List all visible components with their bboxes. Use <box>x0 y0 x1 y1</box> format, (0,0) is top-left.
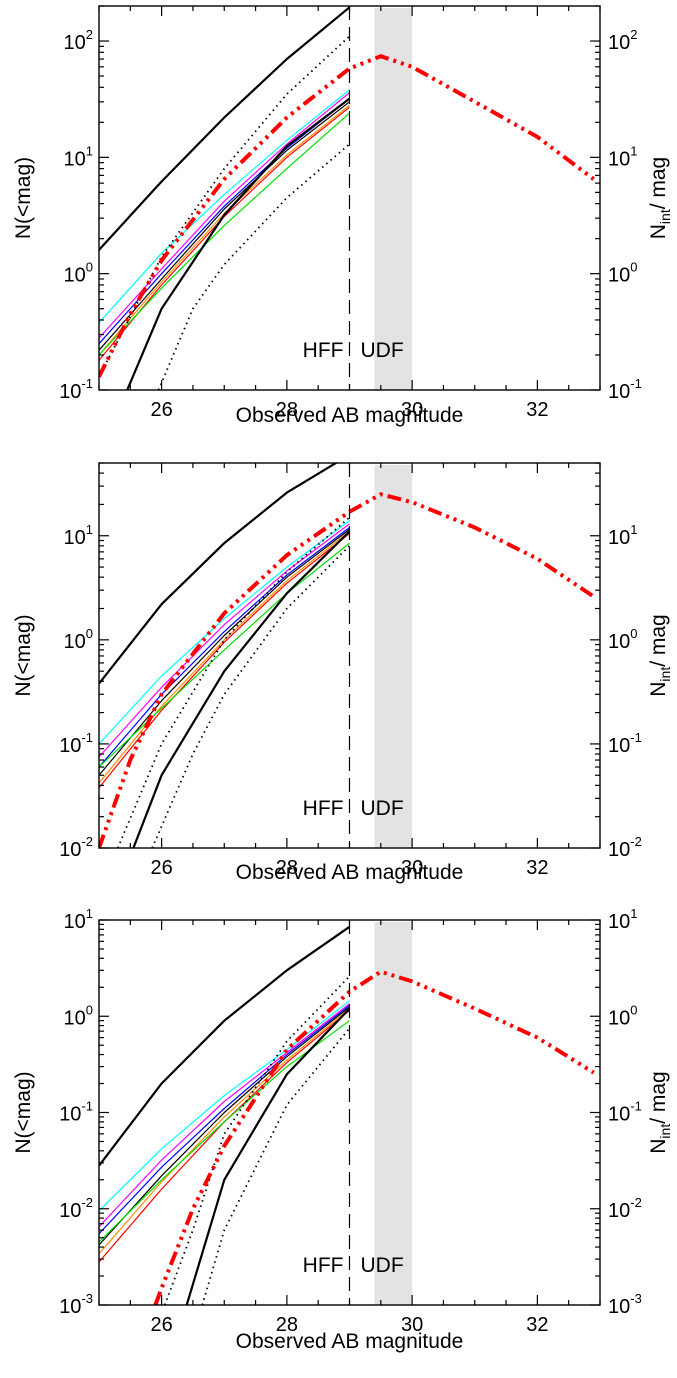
y-axis-label-right: Nint/ mag <box>647 1071 673 1154</box>
udf-label: UDF <box>361 1254 404 1277</box>
y-axis-label-right: Nint/ mag <box>647 614 673 697</box>
y-tick-label-right: 10-2 <box>608 834 642 861</box>
x-tick-label: 30 <box>401 1314 423 1336</box>
udf-band <box>374 8 413 390</box>
bound-dotted-line <box>201 1027 351 1305</box>
y-tick-label-left: 10-1 <box>59 1099 93 1126</box>
total-counts-line <box>99 492 595 848</box>
x-tick-label: 32 <box>526 1314 548 1336</box>
bound-line <box>126 97 351 390</box>
model-line <box>99 89 350 324</box>
y-tick-label-right: 100 <box>608 626 637 653</box>
udf-label: UDF <box>361 797 404 820</box>
y-tick-label-right: 100 <box>608 260 637 287</box>
y-tick-label-right: 10-1 <box>608 1099 642 1126</box>
udf-label: UDF <box>361 339 404 362</box>
x-tick-label: 26 <box>151 857 173 879</box>
y-tick-label-right: 100 <box>608 1002 637 1029</box>
model-line <box>99 101 350 351</box>
plot-area <box>99 463 595 848</box>
model-line <box>99 104 350 356</box>
hff-label: HFF <box>303 1254 344 1277</box>
bound-line <box>99 463 339 685</box>
model-line <box>99 542 350 768</box>
y-tick-label-left: 101 <box>64 522 93 549</box>
model-line <box>99 527 350 768</box>
x-axis-label: Observed AB magnitude <box>236 404 464 427</box>
y-tick-label-right: 101 <box>608 143 637 170</box>
bound-line <box>132 530 351 848</box>
y-tick-label-left: 10-3 <box>59 1291 93 1318</box>
y-tick-label-left: 10-1 <box>59 730 93 757</box>
x-tick-label: 26 <box>151 399 173 421</box>
x-tick-label: 32 <box>526 399 548 421</box>
y-axis-label-left: N(<mag) <box>12 157 35 239</box>
model-line <box>99 533 350 789</box>
model-line <box>99 1004 350 1235</box>
x-tick-label: 28 <box>276 857 298 879</box>
model-line <box>99 520 350 745</box>
y-tick-label-right: 101 <box>608 906 637 933</box>
y-tick-label-left: 10-2 <box>59 834 93 861</box>
bound-dotted-line <box>99 35 351 378</box>
y-tick-label-left: 10-2 <box>59 1195 93 1222</box>
x-tick-label: 30 <box>401 399 423 421</box>
x-tick-label: 26 <box>151 1314 173 1336</box>
y-tick-label-left: 101 <box>64 906 93 933</box>
x-axis-label: Observed AB magnitude <box>236 861 464 884</box>
y-tick-label-left: 101 <box>64 143 93 170</box>
plot-area <box>99 925 595 1305</box>
model-line <box>99 92 350 339</box>
bound-line <box>99 6 351 251</box>
model-line <box>99 528 350 776</box>
y-tick-label-left: 100 <box>64 1002 93 1029</box>
y-tick-label-left: 100 <box>64 626 93 653</box>
udf-band <box>374 922 413 1305</box>
y-axis-label-left: N(<mag) <box>12 614 35 696</box>
model-line <box>99 106 350 361</box>
total-counts-line <box>99 54 595 378</box>
y-axis-label-left: N(<mag) <box>12 1071 35 1153</box>
x-tick-label: 30 <box>401 857 423 879</box>
y-axis-label-right: Nint/ mag <box>647 157 673 240</box>
panel-top: HFF UDF 26 28 30 32 10-1 10-1 100 100 101 101 102 102… <box>12 5 673 427</box>
hff-label: HFF <box>303 797 344 820</box>
panel-bottom: HFF UDF 26 28 30 32 10-3 10-3 10-2 10-2 10-1 10-1 10… <box>12 906 673 1353</box>
y-tick-label-right: 101 <box>608 522 637 549</box>
y-tick-label-left: 10-1 <box>59 376 93 403</box>
model-line <box>99 1008 350 1255</box>
bound-line <box>185 1007 351 1305</box>
plot-area <box>99 6 595 390</box>
y-tick-label-left: 100 <box>64 260 93 287</box>
panel-middle: HFF UDF 26 28 30 32 10-2 10-2 10-1 10-1 100 100 101 1… <box>12 462 673 884</box>
hff-label: HFF <box>303 339 344 362</box>
model-line <box>99 1006 350 1246</box>
y-tick-label-right: 10-1 <box>608 730 642 757</box>
model-line <box>99 1003 350 1228</box>
bound-line <box>99 925 351 1167</box>
model-line <box>99 530 350 784</box>
y-tick-label-right: 10-2 <box>608 1195 642 1222</box>
y-tick-label-right: 102 <box>608 27 637 54</box>
model-line <box>99 112 350 356</box>
y-tick-label-right: 10-3 <box>608 1291 642 1318</box>
model-line <box>99 1020 350 1243</box>
x-tick-label: 32 <box>526 857 548 879</box>
model-line <box>99 523 350 758</box>
model-line <box>99 1000 350 1212</box>
x-tick-label: 28 <box>276 399 298 421</box>
udf-band <box>374 465 413 848</box>
y-tick-label-right: 10-1 <box>608 376 642 403</box>
x-axis-label: Observed AB magnitude <box>236 1330 464 1353</box>
y-tick-label-left: 102 <box>64 27 93 54</box>
x-tick-label: 28 <box>276 1314 298 1336</box>
